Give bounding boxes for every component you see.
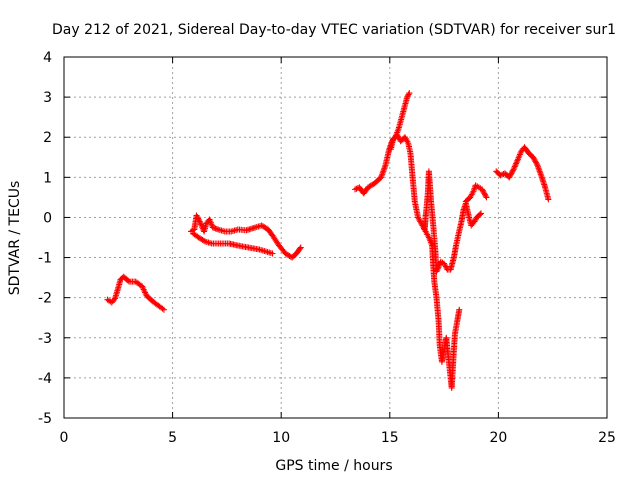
data-series-seg-a xyxy=(104,273,167,313)
data-point xyxy=(434,265,441,272)
data-point xyxy=(196,218,203,225)
data-point xyxy=(416,217,423,224)
y-tick-label: -5 xyxy=(38,411,52,427)
data-point xyxy=(405,91,412,98)
chart-title: Day 212 of 2021, Sidereal Day-to-day VTE… xyxy=(52,22,616,38)
x-tick-label: 20 xyxy=(489,430,507,446)
y-tick-label: -1 xyxy=(38,251,52,267)
data-point xyxy=(435,264,442,271)
data-point xyxy=(481,190,488,197)
x-axis-label: GPS time / hours xyxy=(275,458,392,474)
y-tick-label: 0 xyxy=(43,210,52,226)
data-point xyxy=(480,189,487,196)
data-point xyxy=(479,186,486,193)
y-tick-label: -3 xyxy=(38,331,52,347)
y-tick-label: -2 xyxy=(38,291,52,307)
y-axis-label: SDTVAR / TECUs xyxy=(7,181,23,296)
grid xyxy=(64,57,607,418)
data-point xyxy=(269,250,276,257)
x-tick-label: 0 xyxy=(60,430,69,446)
data-point xyxy=(406,90,413,97)
data-point xyxy=(197,221,204,228)
data-point xyxy=(511,163,518,170)
data-point xyxy=(482,191,489,198)
axis-ticks: 0 5 10 15 20 25 -5 -4 -3 -2 -1 0 1 2 3 4 xyxy=(38,50,616,446)
data-point xyxy=(159,305,166,312)
data-series-seg-b1 xyxy=(188,212,304,261)
data-point xyxy=(506,172,513,179)
plot-frame xyxy=(63,56,608,419)
data-point xyxy=(531,156,538,163)
y-tick-label: -4 xyxy=(38,371,52,387)
data-point xyxy=(125,277,132,284)
data-point xyxy=(404,92,411,99)
x-tick-label: 25 xyxy=(598,430,616,446)
data-point xyxy=(510,166,517,173)
data-point xyxy=(511,164,518,171)
data-point xyxy=(532,158,539,165)
x-tick-label: 10 xyxy=(272,430,290,446)
data-point xyxy=(415,214,422,221)
data-point xyxy=(497,172,504,179)
data-point xyxy=(297,244,304,251)
data-point xyxy=(479,187,486,194)
data-point xyxy=(483,194,490,201)
y-tick-label: 1 xyxy=(43,170,52,186)
data-point xyxy=(509,167,516,174)
data-point xyxy=(507,171,514,178)
data-point xyxy=(160,306,167,313)
data-point xyxy=(472,217,479,224)
data-point xyxy=(478,210,485,217)
data-point xyxy=(415,215,422,222)
y-tick-label: 4 xyxy=(43,50,52,66)
data-point xyxy=(197,219,204,226)
data-point xyxy=(513,160,520,167)
data-series-seg-c4 xyxy=(462,182,490,205)
data-point xyxy=(482,193,489,200)
data-point xyxy=(545,196,552,203)
data-point xyxy=(512,162,519,169)
data-point xyxy=(434,267,441,274)
data-point xyxy=(533,159,540,166)
data-point xyxy=(506,174,513,181)
data-series-seg-c1 xyxy=(352,90,413,197)
data-point xyxy=(508,170,515,177)
data-point xyxy=(200,237,207,244)
data-point xyxy=(530,155,537,162)
data-series-seg-b2 xyxy=(190,230,276,257)
data-series-seg-c2 xyxy=(387,132,463,391)
data-point xyxy=(456,306,463,313)
data-series-seg-c3 xyxy=(421,168,485,275)
data-point xyxy=(404,94,411,101)
y-tick-label: 2 xyxy=(43,130,52,146)
data-point xyxy=(296,245,303,252)
x-tick-label: 5 xyxy=(168,430,177,446)
y-tick-label: 3 xyxy=(43,90,52,106)
data-point xyxy=(514,157,521,164)
data-point xyxy=(198,222,205,229)
data-point xyxy=(433,268,440,275)
data-point xyxy=(352,186,359,193)
data-point xyxy=(509,168,516,175)
data-point xyxy=(435,262,442,269)
x-tick-label: 15 xyxy=(381,430,399,446)
data-point xyxy=(471,218,478,225)
data-point xyxy=(476,211,483,218)
data-points xyxy=(104,90,552,391)
data-point xyxy=(513,159,520,166)
data-point xyxy=(533,160,540,167)
data-series-seg-d xyxy=(493,144,552,203)
data-point xyxy=(530,154,537,161)
